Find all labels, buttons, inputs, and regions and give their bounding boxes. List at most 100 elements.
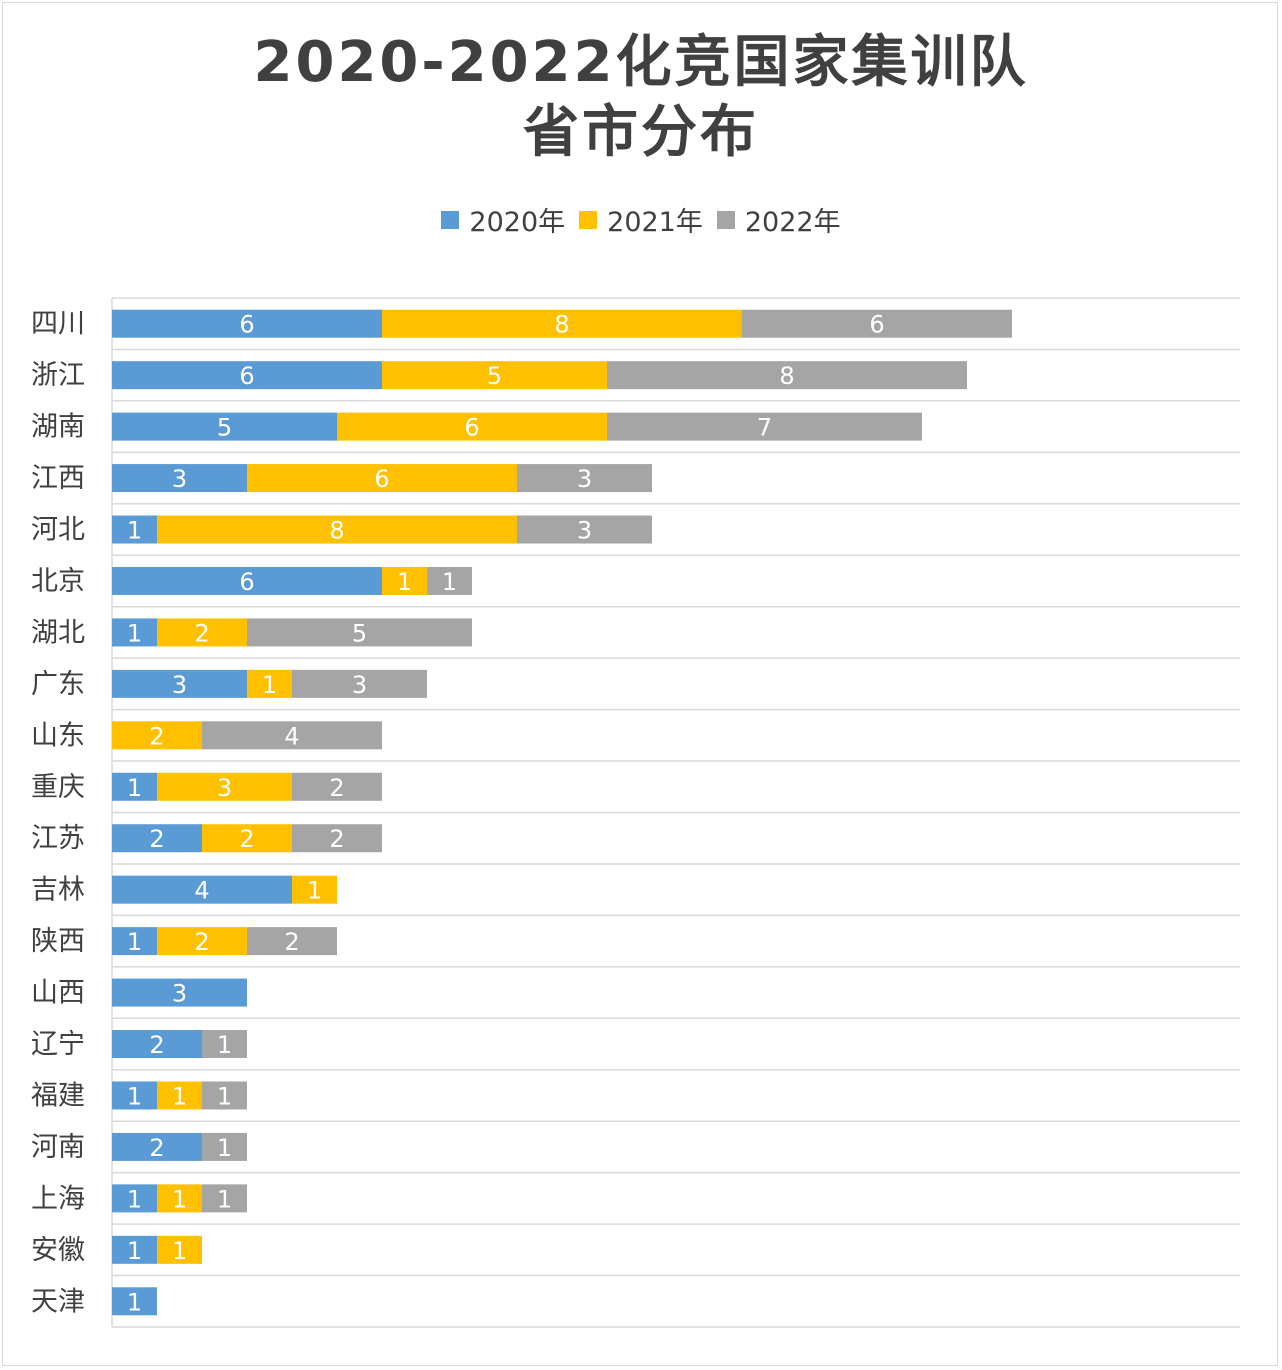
chart-subtitle: 省市分布 [523, 100, 759, 165]
data-label: 5 [217, 414, 232, 442]
bar-segment [382, 566, 427, 595]
bar-segment [247, 464, 517, 493]
bar-segment [247, 669, 292, 698]
bar-segment [157, 618, 247, 647]
data-label: 1 [217, 1082, 232, 1110]
data-label: 6 [239, 362, 254, 390]
legend-swatch-2022 [716, 210, 735, 229]
category-label: 江苏 [31, 823, 85, 854]
data-label: 1 [127, 774, 142, 802]
bar-segment [112, 515, 157, 544]
category-label: 安徽 [31, 1235, 85, 1266]
bar-segment [157, 1081, 202, 1110]
bar-segment [292, 669, 427, 698]
bar-segment [157, 772, 292, 801]
category-label: 湖南 [31, 412, 85, 443]
category-label: 陕西 [31, 926, 85, 957]
bar-segment [382, 361, 607, 390]
legend-item-2021: 2021年 [579, 200, 703, 239]
category-label: 河北 [31, 515, 85, 546]
bar-segment [112, 566, 382, 595]
bar-segment [112, 1081, 157, 1110]
bar-segment [292, 824, 382, 853]
data-label: 8 [329, 517, 344, 545]
category-label: 江西 [31, 463, 85, 494]
bar-segment [382, 309, 742, 338]
data-label: 1 [442, 568, 457, 596]
data-label: 1 [217, 1185, 232, 1213]
data-label: 6 [464, 414, 479, 442]
data-label: 2 [149, 1031, 164, 1059]
data-label: 2 [194, 619, 209, 647]
bar-segment [112, 927, 157, 956]
data-label: 1 [217, 1031, 232, 1059]
legend-swatch-2020 [441, 210, 460, 229]
category-label: 浙江 [31, 360, 85, 391]
legend-label-2020: 2020年 [469, 207, 566, 238]
data-label: 1 [127, 1082, 142, 1110]
data-label: 1 [307, 877, 322, 905]
data-label: 3 [217, 774, 232, 802]
bar-segment [112, 721, 202, 750]
category-label: 福建 [31, 1080, 85, 1111]
bar-segment [112, 1235, 157, 1264]
legend: 2020年 2021年 2022年 [0, 200, 1282, 239]
data-label: 5 [352, 619, 367, 647]
bar-segment [607, 361, 967, 390]
category-label: 山东 [31, 720, 85, 751]
data-label: 1 [127, 619, 142, 647]
bar-segment [157, 1235, 202, 1264]
data-label: 2 [149, 1134, 164, 1162]
data-label: 3 [172, 465, 187, 493]
data-label: 3 [577, 465, 592, 493]
category-label: 广东 [31, 669, 85, 700]
data-label: 1 [127, 928, 142, 956]
category-label: 辽宁 [31, 1029, 85, 1060]
bar-segment [607, 412, 922, 441]
category-label: 河南 [31, 1132, 85, 1163]
data-label: 3 [172, 671, 187, 699]
data-label: 2 [239, 825, 254, 853]
bar-segment [157, 1184, 202, 1213]
bar-segment [112, 875, 292, 904]
data-label: 3 [352, 671, 367, 699]
category-label: 山西 [31, 978, 85, 1009]
data-label: 1 [127, 1288, 142, 1316]
bar-segment [112, 1132, 202, 1161]
bar-segment [202, 1184, 247, 1213]
bar-segment [247, 927, 337, 956]
bar-segment [112, 412, 337, 441]
bar-segment [202, 1081, 247, 1110]
bar-segment [112, 361, 382, 390]
data-label: 2 [284, 928, 299, 956]
data-label: 5 [487, 362, 502, 390]
legend-item-2020: 2020年 [441, 200, 565, 239]
data-label: 6 [869, 311, 884, 339]
data-label: 8 [779, 362, 794, 390]
bar-segment [517, 515, 652, 544]
data-label: 1 [172, 1082, 187, 1110]
legend-swatch-2021 [579, 210, 598, 229]
bar-segment [427, 566, 472, 595]
data-label: 3 [577, 517, 592, 545]
category-label: 重庆 [31, 772, 85, 803]
data-label: 1 [127, 1185, 142, 1213]
bar-segment [517, 464, 652, 493]
data-label: 1 [172, 1185, 187, 1213]
data-label: 8 [554, 311, 569, 339]
bar-segment [112, 1030, 202, 1059]
bar-segment [202, 824, 292, 853]
bar-segment [202, 721, 382, 750]
legend-label-2022: 2022年 [744, 207, 841, 238]
bar-segment [112, 1287, 157, 1316]
data-label: 2 [329, 825, 344, 853]
bar-segment [112, 309, 382, 338]
category-label: 四川 [31, 309, 85, 340]
bar-segment [202, 1030, 247, 1059]
bar-segment [292, 772, 382, 801]
bar-segment [742, 309, 1012, 338]
bar-segment [112, 1184, 157, 1213]
bar-segment [112, 824, 202, 853]
data-label: 3 [172, 980, 187, 1008]
